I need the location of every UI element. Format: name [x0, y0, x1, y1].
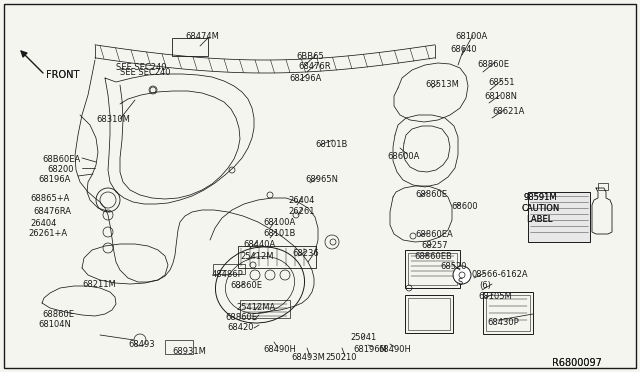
Text: 25412MA: 25412MA: [236, 303, 275, 312]
Text: SEE SEC240: SEE SEC240: [116, 63, 166, 72]
Text: 68100A: 68100A: [455, 32, 487, 41]
Bar: [172, 38, 208, 56]
Text: 68257: 68257: [421, 241, 447, 250]
Text: 68860E: 68860E: [42, 310, 74, 319]
Bar: [213, 264, 245, 274]
Bar: [486, 295, 530, 331]
Text: 98591M: 98591M: [524, 193, 557, 202]
Text: 26261+A: 26261+A: [28, 229, 67, 238]
Text: CAUTION: CAUTION: [522, 204, 560, 213]
Text: 68B60EA: 68B60EA: [42, 155, 80, 164]
Text: 68490H: 68490H: [378, 345, 411, 354]
Text: 68101B: 68101B: [263, 229, 296, 238]
Bar: [483, 292, 533, 334]
Text: 68520: 68520: [440, 262, 467, 271]
Text: FRONT: FRONT: [46, 70, 79, 80]
Bar: [528, 192, 590, 242]
Text: LABEL: LABEL: [526, 215, 552, 224]
Text: 68865+A: 68865+A: [30, 194, 69, 203]
Text: 68108N: 68108N: [484, 92, 517, 101]
Text: CAUTION: CAUTION: [522, 204, 560, 213]
Circle shape: [453, 266, 471, 284]
Bar: [405, 250, 460, 288]
Text: 68965N: 68965N: [305, 175, 338, 184]
Text: 25412M: 25412M: [240, 252, 273, 261]
Text: 26261: 26261: [288, 207, 314, 216]
Text: 08566-6162A: 08566-6162A: [471, 270, 527, 279]
Bar: [408, 253, 457, 285]
Text: 68490H: 68490H: [263, 345, 296, 354]
Text: LABEL: LABEL: [526, 215, 552, 224]
Text: 98591M: 98591M: [524, 193, 557, 202]
Text: 25041: 25041: [350, 333, 376, 342]
Text: 68310M: 68310M: [96, 115, 130, 124]
Text: 68860E: 68860E: [415, 190, 447, 199]
Text: 68440A: 68440A: [243, 240, 275, 249]
Text: FRONT: FRONT: [46, 70, 79, 80]
Bar: [405, 295, 453, 333]
Text: 68493: 68493: [128, 340, 155, 349]
Text: 68474M: 68474M: [185, 32, 219, 41]
Text: 6BB65: 6BB65: [296, 52, 324, 61]
Text: 68640: 68640: [450, 45, 477, 54]
Text: 68211M: 68211M: [82, 280, 116, 289]
Text: 250210: 250210: [325, 353, 356, 362]
Text: 68104N: 68104N: [38, 320, 71, 329]
Text: 68476RA: 68476RA: [33, 207, 71, 216]
Bar: [598, 183, 608, 190]
Text: 68196A: 68196A: [38, 175, 70, 184]
Text: 68100A: 68100A: [263, 218, 295, 227]
Text: 68513M: 68513M: [425, 80, 459, 89]
Text: 68236: 68236: [292, 249, 319, 258]
Text: 68196A: 68196A: [289, 74, 321, 83]
Text: R6800097: R6800097: [552, 358, 602, 368]
Text: 68430P: 68430P: [487, 318, 519, 327]
Bar: [408, 298, 450, 330]
Text: 26404: 26404: [30, 219, 56, 228]
Text: 68860EB: 68860EB: [414, 252, 452, 261]
Text: 48486P: 48486P: [212, 270, 244, 279]
Text: 68600: 68600: [451, 202, 477, 211]
Text: 68493M: 68493M: [291, 353, 325, 362]
Text: 68600A: 68600A: [387, 152, 419, 161]
Bar: [240, 300, 290, 318]
Text: (6): (6): [479, 281, 491, 290]
Bar: [165, 340, 193, 354]
Bar: [238, 246, 316, 268]
Text: 68476R: 68476R: [298, 62, 331, 71]
Text: 68621A: 68621A: [492, 107, 524, 116]
Text: SEE SEC240: SEE SEC240: [120, 68, 170, 77]
Text: 68105M: 68105M: [478, 292, 512, 301]
Text: 68101B: 68101B: [315, 140, 348, 149]
Text: 68931M: 68931M: [172, 347, 206, 356]
Text: 68551: 68551: [488, 78, 515, 87]
Text: 26404: 26404: [288, 196, 314, 205]
Text: 68860EA: 68860EA: [415, 230, 452, 239]
Text: 68196M: 68196M: [353, 345, 387, 354]
Text: R6800097: R6800097: [552, 358, 602, 368]
Text: 68860E: 68860E: [225, 313, 257, 322]
Text: 68420: 68420: [227, 323, 253, 332]
Text: 68860E: 68860E: [477, 60, 509, 69]
Text: 68860E: 68860E: [230, 281, 262, 290]
Text: S: S: [458, 278, 463, 287]
Text: 68200: 68200: [47, 165, 74, 174]
